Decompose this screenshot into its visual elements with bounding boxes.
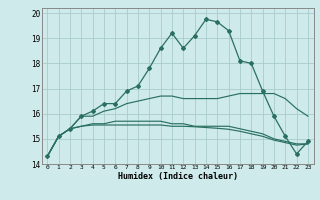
X-axis label: Humidex (Indice chaleur): Humidex (Indice chaleur) <box>118 172 237 181</box>
